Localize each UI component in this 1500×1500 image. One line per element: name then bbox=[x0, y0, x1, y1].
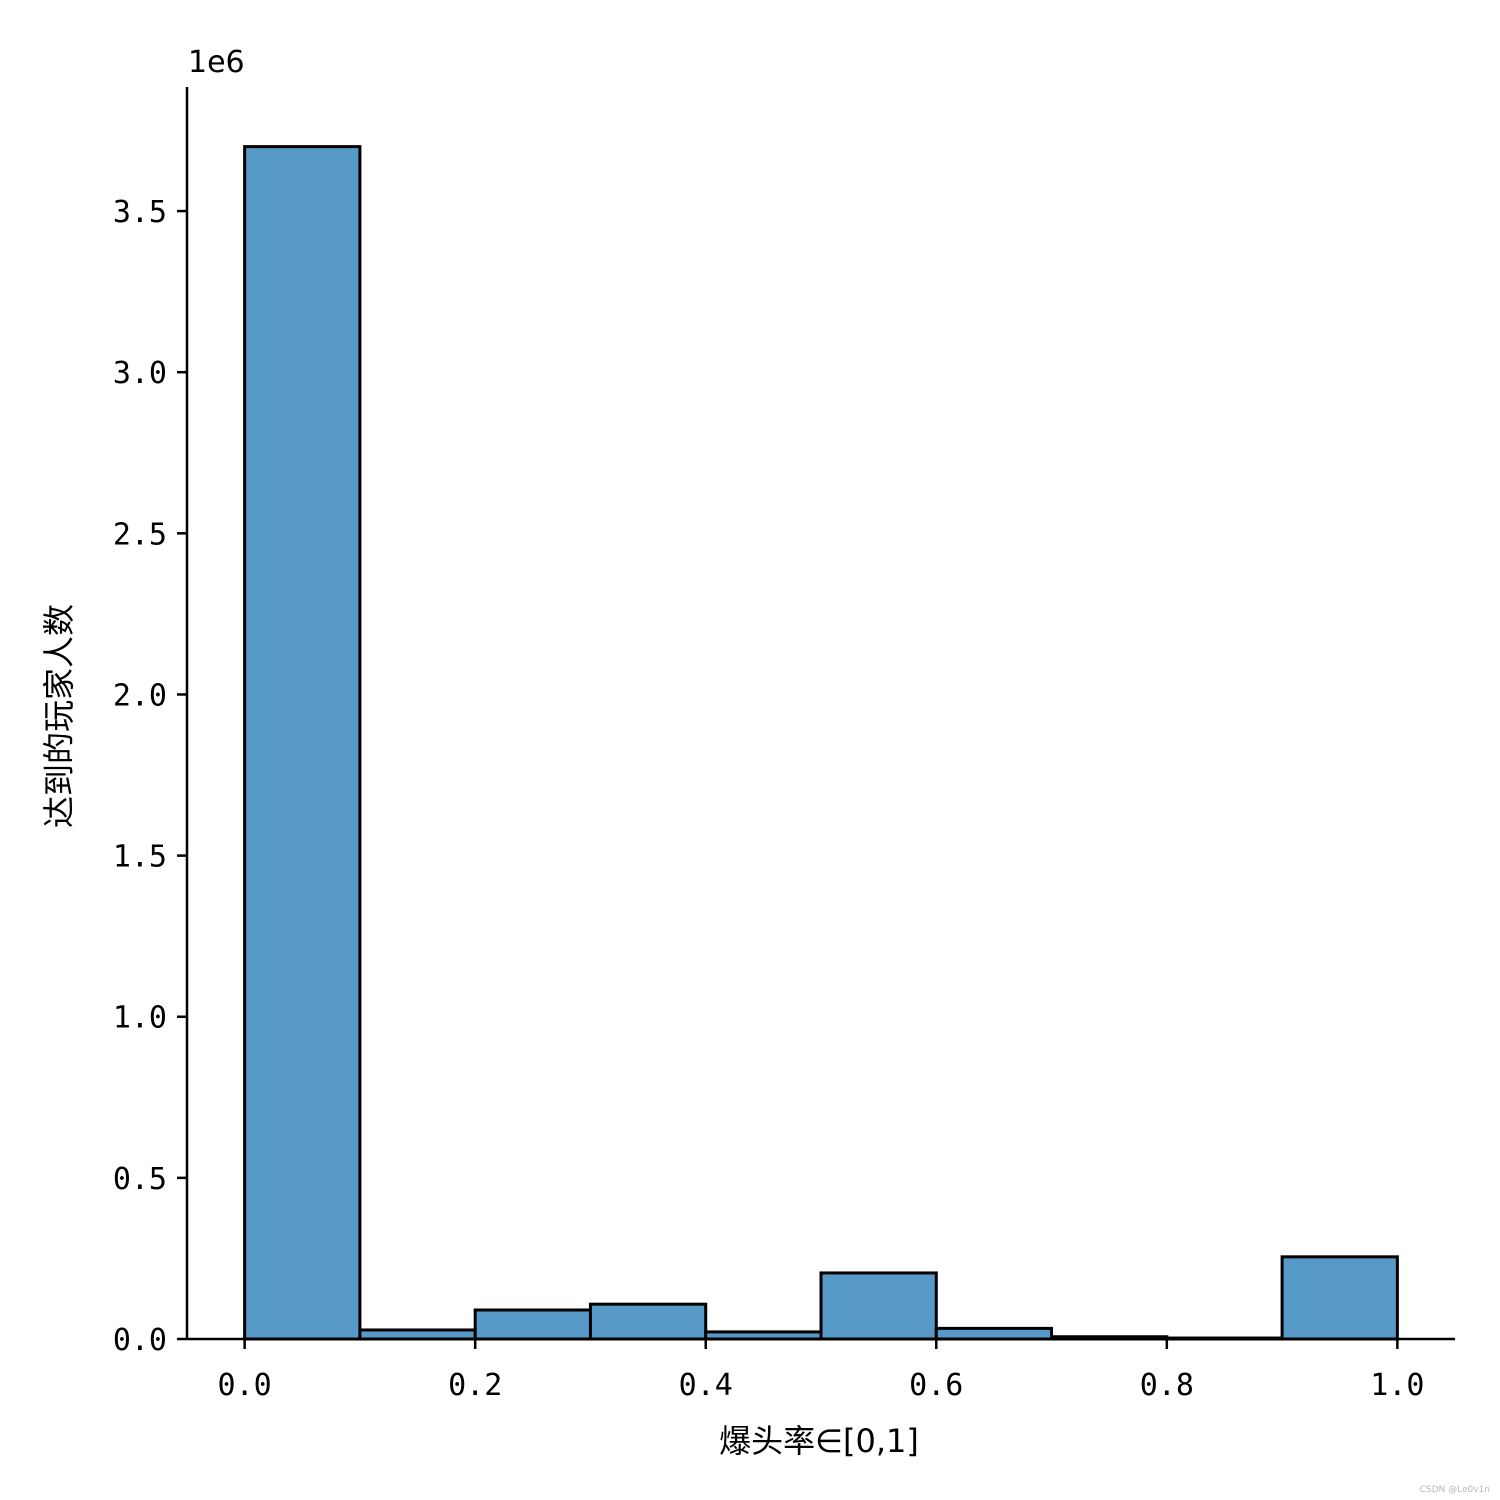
y-ticks-layer: 0.0 0.5 1.0 1.5 2.0 2.5 3.0 3.5 bbox=[113, 195, 187, 1358]
y-tick-label: 2.0 bbox=[113, 678, 167, 713]
x-ticks-layer: 0.0 0.2 0.4 0.6 0.8 1.0 bbox=[218, 1339, 1424, 1403]
y-tick-label: 2.5 bbox=[113, 517, 167, 552]
y-tick-label: 1.0 bbox=[113, 1001, 167, 1036]
y-tick-label: 0.0 bbox=[113, 1323, 167, 1358]
y-tick-label: 3.0 bbox=[113, 356, 167, 391]
x-tick-label: 0.2 bbox=[448, 1368, 502, 1403]
y-tick-label: 3.5 bbox=[113, 195, 167, 230]
y-offset-label: 1e6 bbox=[188, 45, 245, 80]
histogram-bar bbox=[588, 1302, 708, 1341]
y-tick-label: 0.5 bbox=[113, 1162, 167, 1197]
x-tick-label: 0.8 bbox=[1140, 1368, 1194, 1403]
x-tick-label: 0.6 bbox=[909, 1368, 963, 1403]
histogram-bar bbox=[473, 1308, 592, 1341]
x-tick-label: 0.4 bbox=[679, 1368, 733, 1403]
x-tick-label: 0.0 bbox=[218, 1368, 272, 1403]
histogram-bar bbox=[934, 1326, 1054, 1341]
x-tick-label: 1.0 bbox=[1370, 1368, 1424, 1403]
x-axis-label: 爆头率∈[0,1] bbox=[719, 1422, 919, 1460]
histogram-bar bbox=[358, 1328, 477, 1341]
y-axis-label: 达到的玩家人数 bbox=[40, 604, 78, 828]
histogram-bar bbox=[243, 145, 362, 1341]
histogram-bar bbox=[1280, 1255, 1399, 1341]
watermark: CSDN @Le0v1n bbox=[1420, 1485, 1490, 1495]
y-tick-label: 1.5 bbox=[113, 840, 167, 875]
bars-layer bbox=[243, 145, 1399, 1341]
histogram-bar bbox=[819, 1271, 938, 1341]
